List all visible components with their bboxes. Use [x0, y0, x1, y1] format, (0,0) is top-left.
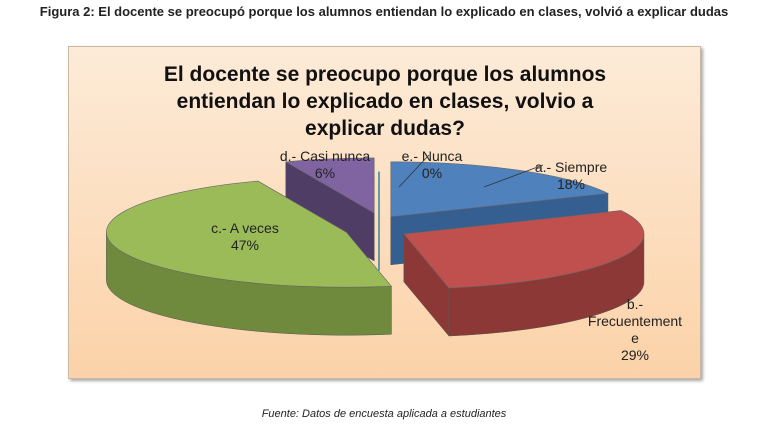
slice-label-text: c.- A veces	[211, 220, 279, 236]
slice-percent: 29%	[621, 347, 649, 363]
slice-label-text: e	[631, 330, 639, 346]
pie-slices	[106, 157, 645, 337]
leader-line	[483, 164, 544, 188]
slice-label-text: b.-	[627, 296, 644, 312]
chart-title-line: entiendan lo explicado en clases, volvio…	[177, 90, 594, 113]
slice-percent: 0%	[422, 165, 442, 181]
slice-percent: 18%	[557, 176, 585, 192]
source-note: Fuente: Datos de encuesta aplicada a est…	[261, 408, 507, 420]
figure-caption: Figura 2: El docente se preocupó porque …	[39, 4, 729, 19]
slice-label-text: d.- Casi nunca	[280, 148, 370, 164]
chart-panel: El docente se preocupo porque los alumno…	[68, 46, 701, 379]
pie-slice	[403, 210, 645, 337]
slice-label-text: Frecuentement	[588, 313, 682, 329]
leader-line	[398, 154, 430, 188]
pie-slice	[284, 157, 375, 262]
chart-title: El docente se preocupo porque los alumno…	[164, 63, 606, 140]
slice-label-text: e.- Nunca	[402, 148, 463, 164]
slice-top	[403, 210, 645, 289]
slice-percent: 47%	[231, 237, 259, 253]
slice-top	[284, 157, 375, 214]
pie-chart: El docente se preocupo porque los alumno…	[106, 63, 682, 363]
pie-slice	[106, 180, 392, 336]
slice-top	[106, 180, 392, 288]
slice-label-text: a.- Siempre	[535, 159, 608, 175]
slice-top	[390, 161, 610, 218]
chart-title-line: El docente se preocupo porque los alumno…	[164, 63, 606, 86]
slice-percent: 6%	[315, 165, 335, 181]
chart-title-line: explicar dudas?	[305, 117, 465, 140]
